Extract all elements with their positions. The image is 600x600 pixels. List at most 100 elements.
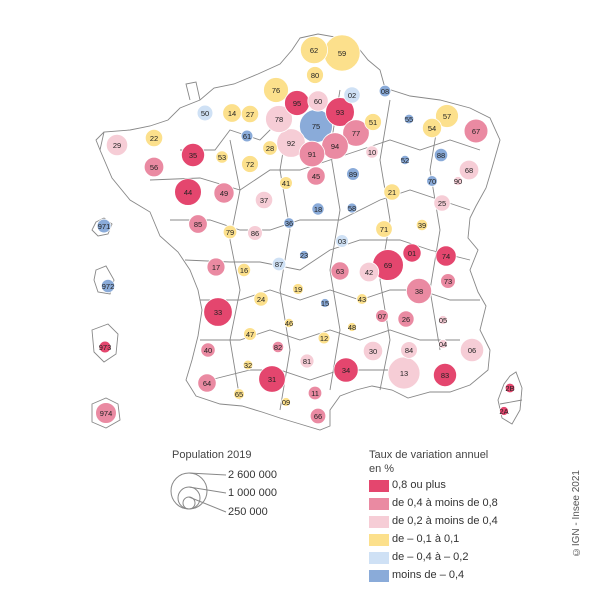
department-label-87: 87 bbox=[275, 260, 283, 269]
department-bubble-36 bbox=[283, 217, 295, 229]
department-bubble-46 bbox=[283, 317, 294, 328]
department-bubble-33 bbox=[203, 297, 233, 327]
legend-swatch-class-2 bbox=[369, 498, 389, 510]
department-bubble-87 bbox=[271, 256, 287, 272]
legend-label-class-3: de 0,2 à moins de 0,4 bbox=[392, 515, 498, 527]
department-label-75: 75 bbox=[312, 122, 320, 131]
department-label-52: 52 bbox=[401, 156, 409, 165]
department-bubble-74 bbox=[435, 245, 457, 267]
department-label-83: 83 bbox=[441, 371, 449, 380]
department-bubble-56 bbox=[143, 156, 165, 178]
department-bubble-88 bbox=[433, 147, 449, 163]
department-label-29: 29 bbox=[113, 141, 121, 150]
department-bubble-57 bbox=[435, 104, 459, 128]
department-label-58: 58 bbox=[348, 204, 356, 213]
department-bubble-44 bbox=[174, 178, 202, 206]
department-label-86: 86 bbox=[251, 229, 259, 238]
population-size-label-medium: 1 000 000 bbox=[228, 487, 277, 499]
department-bubble-27 bbox=[240, 104, 260, 124]
department-label-59: 59 bbox=[338, 49, 346, 58]
department-label-01: 01 bbox=[408, 249, 416, 258]
department-bubble-39 bbox=[415, 218, 429, 232]
size-circle-medium bbox=[177, 486, 201, 510]
department-label-74: 74 bbox=[442, 252, 450, 261]
department-label-51: 51 bbox=[369, 118, 377, 127]
guyane-outline bbox=[91, 323, 119, 363]
department-bubble-21 bbox=[383, 183, 401, 201]
department-bubble-07 bbox=[375, 309, 389, 323]
department-bubble-974 bbox=[95, 402, 117, 424]
department-label-50: 50 bbox=[201, 109, 209, 118]
department-bubble-80 bbox=[306, 66, 324, 84]
department-label-02: 02 bbox=[348, 91, 356, 100]
department-bubble-84 bbox=[400, 341, 418, 359]
department-label-61: 61 bbox=[243, 132, 251, 141]
department-bubble-54 bbox=[421, 118, 442, 139]
department-label-25: 25 bbox=[438, 199, 446, 208]
department-label-80: 80 bbox=[311, 71, 319, 80]
department-label-11: 11 bbox=[311, 389, 319, 398]
department-bubble-64 bbox=[197, 373, 217, 393]
department-label-37: 37 bbox=[260, 196, 268, 205]
department-label-32: 32 bbox=[244, 361, 252, 370]
department-label-14: 14 bbox=[228, 109, 236, 118]
department-bubble-58 bbox=[346, 202, 358, 214]
legend-label-class-2: de 0,4 à moins de 0,8 bbox=[392, 497, 498, 509]
department-label-94: 94 bbox=[331, 142, 339, 151]
department-bubble-91 bbox=[298, 140, 326, 168]
department-bubble-47 bbox=[243, 327, 257, 341]
department-bubble-22 bbox=[144, 128, 164, 148]
department-label-15: 15 bbox=[321, 299, 329, 308]
department-bubble-83 bbox=[432, 362, 457, 387]
department-label-36: 36 bbox=[285, 219, 293, 228]
department-bubble-25 bbox=[433, 194, 451, 212]
department-label-34: 34 bbox=[342, 366, 350, 375]
department-label-73: 73 bbox=[444, 277, 452, 286]
department-label-33: 33 bbox=[214, 308, 222, 317]
corsica-outline bbox=[497, 371, 523, 425]
department-label-39: 39 bbox=[418, 221, 426, 230]
department-bubble-10 bbox=[365, 145, 379, 159]
department-bubble-11 bbox=[307, 385, 323, 401]
size-circle-large bbox=[170, 472, 208, 510]
department-bubble-34 bbox=[333, 357, 359, 383]
department-label-44: 44 bbox=[184, 188, 192, 197]
source-credit: ©IGN - Insee 2021 bbox=[571, 470, 582, 558]
department-bubble-32 bbox=[242, 359, 254, 371]
department-label-35: 35 bbox=[189, 151, 197, 160]
department-label-04: 04 bbox=[439, 340, 447, 349]
department-bubble-77 bbox=[342, 119, 370, 147]
department-label-68: 68 bbox=[465, 166, 473, 175]
department-bubble-23 bbox=[299, 250, 309, 260]
department-label-71: 71 bbox=[380, 225, 388, 234]
department-bubble-12 bbox=[317, 331, 331, 345]
department-label-26: 26 bbox=[402, 315, 410, 324]
legend-swatch-class-1 bbox=[369, 480, 389, 492]
department-bubble-17 bbox=[206, 257, 226, 277]
department-bubble-28 bbox=[262, 140, 278, 156]
department-label-971: 971 bbox=[98, 222, 111, 231]
population-legend-title: Population 2019 bbox=[172, 449, 252, 461]
department-boundaries bbox=[91, 33, 523, 431]
rate-legend-title-line2: en % bbox=[369, 463, 395, 475]
department-bubble-38 bbox=[405, 277, 432, 304]
department-bubble-63 bbox=[330, 261, 350, 281]
department-label-57: 57 bbox=[443, 112, 451, 121]
department-bubble-04 bbox=[438, 339, 448, 349]
population-size-label-large: 2 600 000 bbox=[228, 469, 277, 481]
department-label-69: 69 bbox=[384, 261, 392, 270]
department-bubble-78 bbox=[265, 105, 293, 133]
legend-label-class-1: 0,8 ou plus bbox=[392, 479, 446, 491]
department-bubble-43 bbox=[356, 293, 368, 305]
department-bubble-15 bbox=[320, 298, 330, 308]
department-bubble-08 bbox=[378, 84, 392, 98]
department-label-47: 47 bbox=[246, 330, 254, 339]
department-bubble-37 bbox=[254, 190, 274, 210]
department-label-65: 65 bbox=[235, 390, 243, 399]
department-label-79: 79 bbox=[226, 228, 234, 237]
department-bubble-53 bbox=[215, 150, 229, 164]
department-label-30: 30 bbox=[369, 347, 377, 356]
department-label-05: 05 bbox=[439, 316, 447, 325]
department-bubble-973 bbox=[98, 340, 112, 354]
